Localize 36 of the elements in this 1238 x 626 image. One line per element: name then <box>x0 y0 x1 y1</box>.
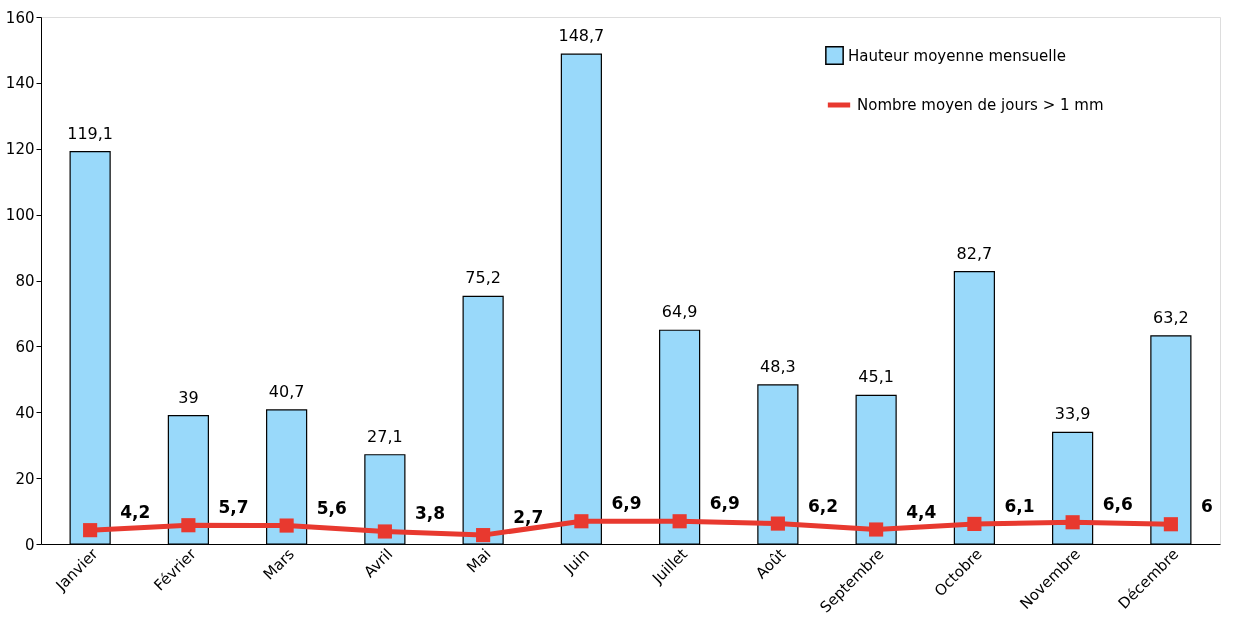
data-label: 48,3 <box>760 356 796 376</box>
data-label: 5,7 <box>218 497 249 518</box>
data-label: 4,2 <box>120 502 151 523</box>
data-label: 2,7 <box>513 507 544 528</box>
data-label: 6,1 <box>1004 495 1035 516</box>
data-label: 5,6 <box>316 497 347 518</box>
data-label: 4,4 <box>906 501 937 522</box>
data-label: 148,7 <box>558 26 605 46</box>
x-tick-label: Mai <box>463 545 495 577</box>
data-label: 27,1 <box>367 426 403 446</box>
data-label: 82,7 <box>956 243 993 263</box>
y-tick-label: 80 <box>15 272 35 290</box>
data-label: 6 <box>1200 496 1213 517</box>
data-label: 119,1 <box>67 123 114 143</box>
legend-label: Nombre moyen de jours > 1 mm <box>857 96 1104 114</box>
y-tick-label: 140 <box>5 74 35 93</box>
data-label: 6,9 <box>611 493 642 514</box>
data-label: 45,1 <box>858 367 894 387</box>
y-tick-label: 40 <box>15 403 35 422</box>
data-label: 6,6 <box>1102 494 1133 515</box>
legend-label: Hauteur moyenne mensuelle <box>848 46 1066 65</box>
data-label: 3,8 <box>414 503 445 524</box>
y-tick-label: 60 <box>15 337 35 356</box>
data-label: 6,2 <box>807 495 838 516</box>
data-label: 64,9 <box>661 302 698 322</box>
data-label: 6,9 <box>709 493 740 514</box>
data-label: 33,9 <box>1054 404 1091 424</box>
y-tick-label: 120 <box>5 140 35 159</box>
data-label: 63,2 <box>1153 307 1189 327</box>
y-tick-label: 100 <box>5 206 35 225</box>
y-tick-label: 160 <box>5 8 35 27</box>
data-label: 39 <box>178 387 199 407</box>
data-label: 75,2 <box>465 268 501 288</box>
data-label: 40,7 <box>268 381 305 401</box>
y-tick-label: 20 <box>15 469 35 488</box>
y-tick-label: 0 <box>24 535 35 554</box>
